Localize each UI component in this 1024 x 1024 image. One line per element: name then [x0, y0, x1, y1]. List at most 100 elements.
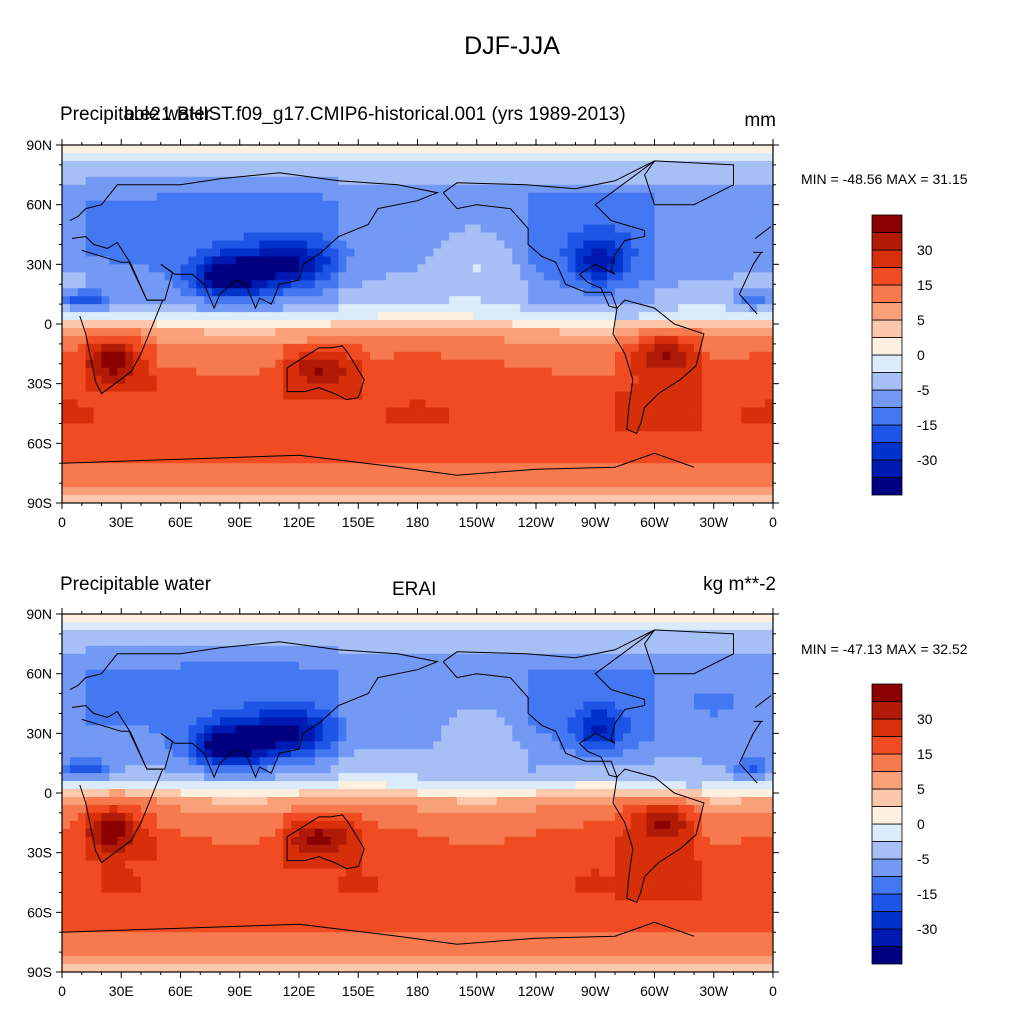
contour-cell — [480, 192, 490, 202]
contour-cell — [148, 916, 158, 925]
contour-cell — [472, 407, 482, 417]
contour-cell — [757, 359, 766, 369]
contour-cell — [180, 439, 189, 448]
contour-cell — [646, 200, 656, 210]
contour-cell — [528, 320, 537, 329]
contour-cell — [488, 367, 498, 377]
contour-cell — [101, 224, 110, 234]
contour-cell — [638, 423, 648, 432]
contour-cell — [488, 184, 498, 194]
contour-cell — [109, 272, 118, 281]
contour-cell — [512, 272, 521, 281]
contour-cell — [449, 152, 458, 162]
contour-cell — [543, 383, 553, 393]
contour-cell — [235, 471, 245, 480]
contour-cell — [480, 176, 490, 186]
contour-cell — [338, 296, 347, 305]
contour-cell — [77, 645, 87, 655]
contour-cell — [204, 495, 213, 503]
contour-cell — [85, 479, 95, 488]
contour-cell — [717, 487, 727, 496]
contour-cell — [125, 439, 134, 448]
contour-cell — [457, 407, 466, 417]
contour-cell — [243, 208, 253, 218]
contour-cell — [717, 304, 727, 313]
contour-cell — [267, 320, 276, 329]
contour-cell — [354, 479, 363, 488]
contour-cell — [757, 296, 766, 305]
contour-cell — [188, 908, 197, 917]
contour-cell — [125, 447, 134, 456]
contour-cell — [615, 200, 624, 210]
contour-cell — [188, 709, 197, 719]
contour-cell — [188, 741, 197, 750]
contour-cell — [125, 621, 134, 631]
contour-cell — [109, 884, 118, 894]
contour-cell — [678, 351, 687, 361]
contour-cell — [306, 375, 316, 385]
contour-cell — [180, 152, 189, 162]
contour-cell — [220, 327, 229, 337]
contour-cell — [567, 479, 577, 488]
contour-cell — [638, 272, 648, 281]
contour-cell — [180, 948, 189, 957]
contour-cell — [717, 216, 727, 226]
contour-cell — [338, 447, 347, 456]
lon-label: 150W — [458, 514, 495, 530]
contour-cell — [62, 781, 71, 790]
contour-cell — [354, 495, 363, 503]
contour-cell — [196, 288, 205, 297]
contour-cell — [678, 407, 687, 417]
contour-cell — [243, 216, 253, 226]
contour-cell — [117, 717, 126, 726]
contour-cell — [172, 820, 182, 830]
contour-cell — [204, 145, 213, 154]
contour-cell — [488, 487, 498, 496]
contour-cell — [662, 312, 671, 321]
contour-cell — [765, 359, 773, 369]
contour-cell — [662, 208, 671, 218]
contour-cell — [725, 176, 735, 186]
contour-cell — [488, 168, 498, 178]
contour-cell — [109, 375, 118, 385]
contour-cell — [188, 359, 197, 369]
contour-cell — [62, 216, 71, 226]
contour-cell — [235, 391, 245, 401]
contour-cell — [196, 391, 205, 401]
contour-cell — [567, 256, 577, 265]
contour-cell — [717, 439, 727, 448]
contour-cell — [291, 320, 300, 329]
contour-cell — [204, 471, 213, 480]
contour-cell — [164, 487, 174, 496]
contour-cell — [235, 145, 245, 154]
contour-cell — [133, 351, 142, 361]
contour-cell — [441, 495, 450, 503]
contour-cell — [385, 288, 395, 297]
contour-cell — [164, 152, 174, 162]
contour-cell — [109, 296, 118, 305]
contour-cell — [567, 232, 577, 242]
contour-cell — [141, 407, 150, 417]
contour-cell — [433, 399, 442, 409]
contour-cell — [243, 264, 253, 273]
contour-cell — [678, 447, 687, 456]
contour-cell — [520, 192, 529, 202]
contour-cell — [559, 304, 569, 313]
contour-cell — [393, 280, 403, 289]
contour-cell — [125, 757, 134, 766]
contour-cell — [512, 447, 521, 456]
contour-cell — [725, 304, 735, 313]
contour-cell — [749, 145, 758, 154]
contour-cell — [520, 375, 529, 385]
contour-cell — [425, 184, 434, 194]
contour-cell — [741, 463, 750, 472]
contour-cell — [346, 415, 355, 425]
contour-cell — [283, 232, 292, 242]
contour-cell — [741, 343, 750, 353]
contour-cell — [575, 208, 584, 218]
contour-cell — [433, 288, 442, 297]
contour-cell — [306, 439, 316, 448]
contour-cell — [433, 471, 442, 480]
contour-cell — [69, 495, 79, 503]
contour-cell — [188, 645, 197, 655]
